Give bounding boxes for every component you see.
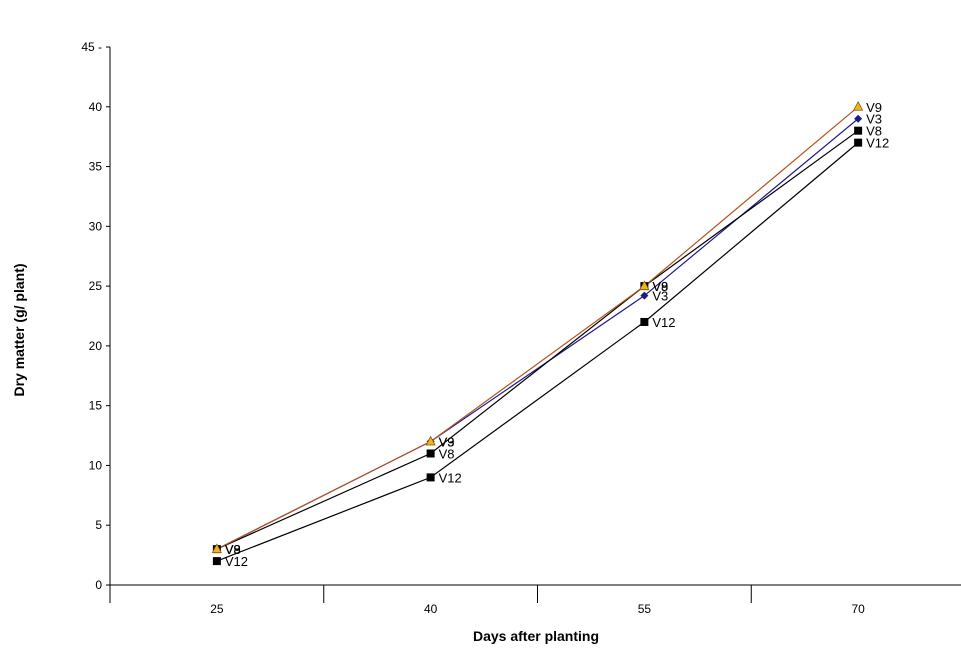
point-label-v9: V9 — [652, 279, 668, 294]
point-label-v3: V3 — [652, 289, 668, 304]
point-label-v12: V12 — [225, 554, 248, 569]
y-tick-label: 0 — [95, 578, 102, 592]
marker-v9 — [853, 101, 864, 111]
point-label-v12: V12 — [866, 136, 889, 151]
point-label-v12: V12 — [439, 470, 462, 485]
point-label-v8: V8 — [652, 279, 668, 294]
markers — [211, 101, 864, 566]
point-label-v8: V8 — [866, 124, 882, 139]
point-label-v9: V9 — [439, 435, 455, 450]
point-label-v9: V9 — [225, 542, 241, 557]
marker-v3 — [854, 114, 863, 123]
marker-v12 — [212, 557, 221, 566]
x-axis-title: Days after planting — [473, 628, 599, 644]
marker-v9 — [639, 280, 650, 290]
marker-v9 — [425, 435, 436, 446]
point-label-v3: V3 — [225, 542, 241, 557]
series-line-v9 — [216, 106, 859, 550]
y-tick-label: 40 — [89, 100, 103, 114]
marker-v9 — [211, 543, 222, 553]
point-label-v8: V8 — [439, 446, 455, 461]
y-tick-label: 5 — [95, 518, 102, 532]
y-tick-label: 25 — [89, 279, 103, 293]
x-tick-label: 25 — [210, 602, 224, 616]
point-label-v3: V3 — [439, 435, 455, 450]
y-tick-label: 20 — [89, 339, 103, 353]
y-tick-label: 35 — [89, 160, 103, 174]
point-label-v12: V12 — [652, 315, 675, 330]
series-lines — [216, 106, 859, 562]
marker-v12 — [854, 138, 863, 147]
y-tick-label: 10 — [89, 458, 103, 472]
series-line-v12 — [216, 142, 859, 562]
marker-v8 — [854, 126, 863, 135]
point-label-v3: V3 — [866, 112, 882, 127]
y-tick-label: 15 — [89, 399, 103, 413]
x-tick-label: 55 — [638, 602, 652, 616]
marker-v3 — [640, 291, 649, 300]
point-label-v8: V8 — [225, 542, 241, 557]
x-tick-label: 70 — [851, 602, 865, 616]
series-line-v8 — [216, 130, 859, 550]
y-tick-label: 45 - — [81, 40, 102, 54]
y-axis-title: Dry matter (g/ plant) — [11, 263, 27, 396]
x-tick-label: 40 — [424, 602, 438, 616]
marker-v12 — [640, 317, 649, 326]
point-label-v9: V9 — [866, 100, 882, 115]
marker-v12 — [426, 473, 435, 482]
series-line-v3 — [216, 118, 859, 550]
y-tick-label: 30 — [89, 219, 103, 233]
axes: 0 5 10 15 20 25 30 35 40 45 - 25 40 55 70 — [81, 40, 961, 616]
marker-v8 — [426, 449, 435, 458]
